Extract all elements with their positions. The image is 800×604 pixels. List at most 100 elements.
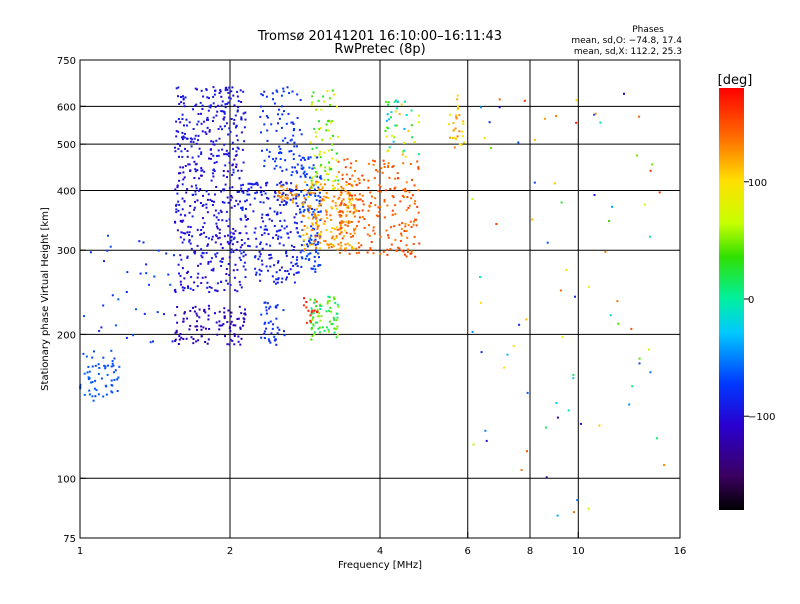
data-point-5-74 — [280, 225, 283, 228]
data-point-6-66 — [291, 171, 294, 174]
data-point-5-172 — [283, 219, 286, 222]
data-point-3-97 — [229, 284, 232, 286]
data-point-12-24 — [399, 240, 402, 242]
data-point-4-182 — [228, 86, 231, 89]
data-point-12-0 — [357, 177, 360, 180]
data-point-9-34 — [313, 188, 316, 191]
data-point-9-33 — [300, 220, 303, 223]
stats-heading: Phases — [632, 25, 664, 35]
data-point-4-193 — [225, 86, 228, 89]
data-point-3-307 — [183, 277, 186, 280]
chart-subtitle: RwPretec (8p) — [334, 42, 425, 57]
data-point-8-16 — [286, 197, 289, 200]
data-point-3-125 — [215, 216, 218, 219]
data-point-4-57 — [177, 86, 180, 89]
data-point-4-148 — [180, 101, 183, 104]
data-point-13-47 — [329, 306, 332, 309]
data-point-5-145 — [278, 242, 281, 245]
data-point-10-41 — [328, 119, 331, 122]
data-point-11-26 — [335, 226, 338, 229]
data-point-5-91 — [285, 250, 288, 253]
data-point-3-241 — [187, 270, 189, 273]
data-point-4-56 — [213, 93, 216, 96]
data-point-12-178 — [394, 177, 397, 180]
data-point-4-5 — [224, 89, 227, 92]
data-point-5-197 — [279, 229, 282, 232]
data-point-10-63 — [337, 179, 340, 182]
data-point-12-57 — [392, 196, 395, 199]
data-point-3-119 — [232, 227, 235, 230]
data-point-11-165 — [314, 215, 317, 218]
data-point-5-133 — [289, 231, 292, 234]
data-point-6-34 — [265, 115, 268, 118]
data-point-3-201 — [206, 286, 209, 289]
data-point-6-18 — [296, 116, 299, 119]
data-point-4-170 — [186, 137, 189, 140]
data-point-2-57 — [237, 335, 240, 338]
data-point-3-260 — [206, 244, 209, 247]
data-point-11-170 — [319, 241, 322, 244]
data-point-4-55 — [192, 108, 194, 111]
data-point-11-168 — [342, 198, 345, 201]
data-point-12-227 — [410, 197, 413, 200]
data-point-12-117 — [405, 255, 408, 258]
data-point-12-210 — [378, 211, 381, 213]
data-point-2-58 — [200, 335, 203, 338]
data-point-7-14 — [283, 330, 285, 333]
data-point-11-2 — [325, 213, 328, 216]
data-point-11-19 — [345, 184, 348, 187]
data-point-1-16 — [142, 241, 145, 244]
data-point-3-24 — [224, 183, 227, 186]
data-point-3-41 — [181, 220, 184, 223]
data-point-2-109 — [218, 328, 221, 331]
data-point-12-21 — [375, 169, 378, 172]
data-point-12-202 — [404, 222, 407, 225]
data-point-2-62 — [196, 314, 199, 317]
data-point-5-62 — [285, 225, 288, 228]
data-point-12-212 — [368, 205, 371, 208]
data-point-13-37 — [334, 301, 337, 304]
data-point-6-48 — [273, 102, 276, 105]
data-point-15-31 — [395, 107, 398, 110]
data-point-12-186 — [379, 235, 382, 238]
data-point-5-56 — [258, 255, 261, 258]
data-point-11-36 — [326, 217, 329, 220]
gridlines — [80, 60, 680, 538]
data-point-11-83 — [309, 205, 312, 208]
data-point-1-9 — [167, 273, 170, 276]
data-point-13-7 — [316, 321, 319, 324]
data-point-3-177 — [241, 190, 244, 193]
data-point-10-71 — [318, 128, 321, 131]
data-point-1-32 — [126, 271, 129, 274]
data-point-16-25 — [448, 113, 451, 116]
data-point-2-108 — [198, 316, 201, 319]
data-point-9-128 — [314, 249, 317, 252]
data-point-3-194 — [242, 255, 245, 258]
data-point-3-129 — [213, 214, 216, 217]
data-point-5-21 — [259, 279, 262, 282]
data-point-5-65 — [280, 200, 283, 203]
data-point-11-78 — [342, 211, 345, 214]
data-point-12-224 — [386, 248, 389, 251]
data-point-3-76 — [197, 264, 199, 267]
data-point-13-5 — [310, 313, 313, 315]
data-point-5-55 — [240, 207, 242, 210]
data-point-15-35 — [396, 101, 399, 104]
data-point-12-197 — [372, 252, 375, 255]
data-point-5-216 — [276, 281, 279, 284]
data-point-3-122 — [190, 247, 193, 250]
data-point-4-96 — [235, 150, 238, 153]
data-point-0-53 — [94, 395, 97, 398]
data-point-17-26 — [546, 241, 549, 244]
data-point-17-78 — [472, 443, 475, 446]
data-point-4-28 — [217, 104, 220, 107]
data-point-4-144 — [181, 138, 184, 141]
data-point-10-57 — [327, 178, 330, 181]
data-point-2-32 — [223, 311, 226, 314]
data-point-4-145 — [181, 118, 184, 120]
data-point-12-49 — [368, 234, 371, 237]
data-point-9-109 — [311, 167, 314, 170]
data-point-3-172 — [193, 160, 196, 163]
data-point-12-217 — [358, 210, 361, 212]
data-point-5-71 — [247, 244, 250, 247]
